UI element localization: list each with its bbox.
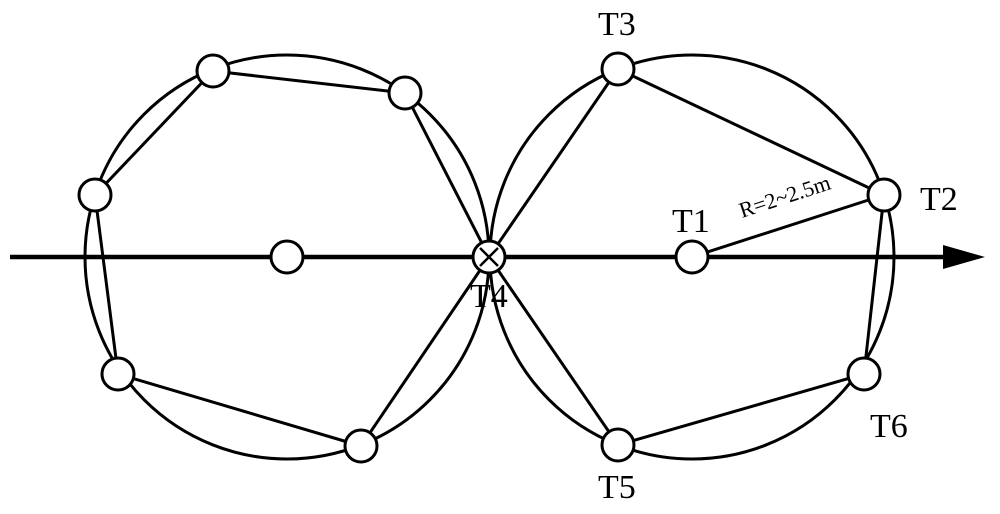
node-T3n bbox=[602, 53, 634, 85]
node-T1n bbox=[676, 241, 708, 273]
node-T2n bbox=[868, 179, 900, 211]
node-T6n bbox=[848, 358, 880, 390]
label-t1: T1 bbox=[672, 203, 710, 240]
label-t6: T6 bbox=[870, 408, 908, 445]
label-t3: T3 bbox=[598, 6, 636, 43]
label-t4: T4 bbox=[470, 278, 508, 315]
node-L0 bbox=[271, 241, 303, 273]
node-L5 bbox=[345, 430, 377, 462]
node-L1 bbox=[79, 179, 111, 211]
label-t5: T5 bbox=[598, 469, 636, 506]
node-L2 bbox=[197, 55, 229, 87]
node-L3 bbox=[389, 77, 421, 109]
label-t2: T2 bbox=[920, 181, 958, 218]
node-L6 bbox=[102, 358, 134, 390]
node-T5n bbox=[602, 429, 634, 461]
